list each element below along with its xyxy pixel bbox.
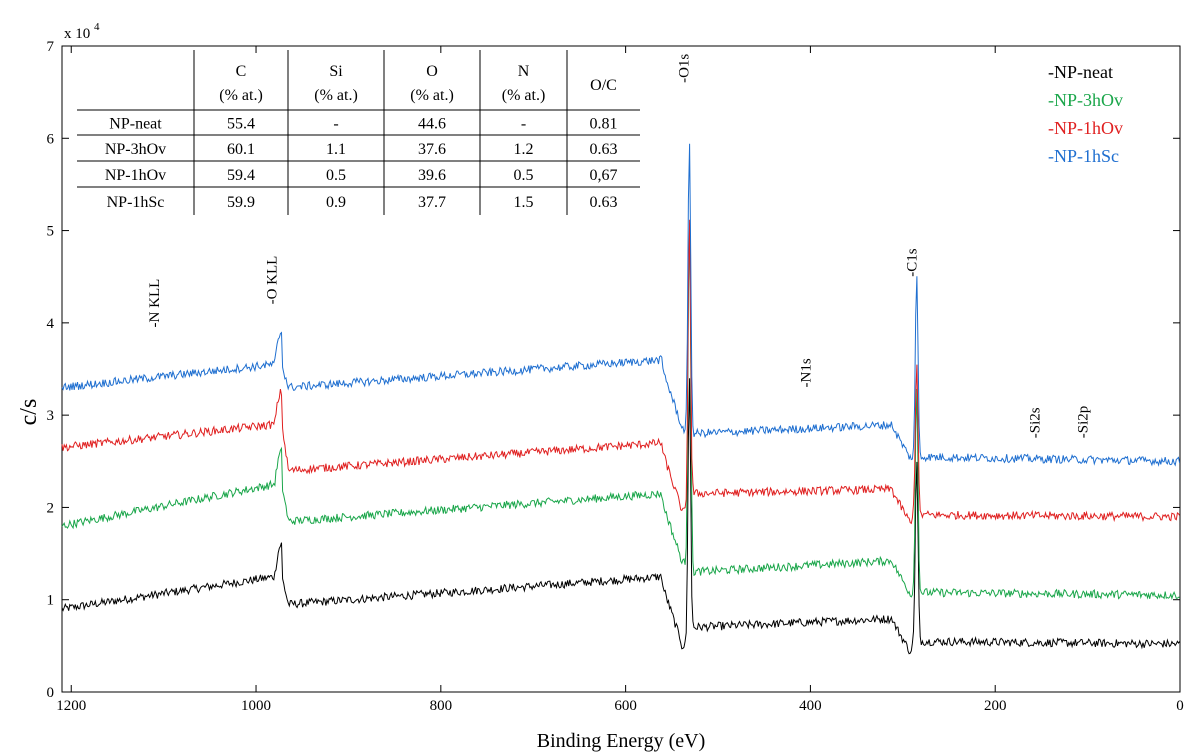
y-multiplier-exponent: 4 — [94, 21, 100, 33]
table-cell: 0.9 — [326, 194, 346, 211]
x-tick-label: 200 — [984, 698, 1007, 714]
y-tick-label: 3 — [47, 408, 55, 424]
x-tick-label: 1000 — [241, 698, 271, 714]
table-cell: 37.7 — [418, 194, 446, 211]
table-cell: 0.63 — [590, 194, 618, 211]
table-cell: 59.9 — [227, 194, 255, 211]
legend-entry: -NP-1hSc — [1048, 146, 1119, 166]
table-row-label: NP-1hOv — [105, 167, 166, 184]
series-line-1 — [61, 378, 1180, 655]
table-cell: 1.2 — [514, 141, 534, 158]
x-tick-label: 800 — [430, 698, 453, 714]
peak-annotation: -Si2p — [1076, 406, 1092, 439]
legend-entry: -NP-3hOv — [1048, 90, 1123, 110]
table-cell: 44.6 — [418, 116, 446, 133]
table-row-label: NP-neat — [109, 116, 162, 133]
table-cell: 1.5 — [514, 194, 534, 211]
x-tick-label: 0 — [1176, 698, 1184, 714]
peak-annotation: -O KLL — [264, 256, 280, 305]
series-layer — [61, 143, 1181, 655]
peak-annotation: -N1s — [798, 358, 814, 387]
x-tick-label: 1200 — [56, 698, 86, 714]
table-header: O/C — [590, 77, 617, 94]
table-header-unit: (% at.) — [219, 87, 263, 104]
y-tick-label: 2 — [47, 500, 55, 516]
x-tick-label: 400 — [799, 698, 822, 714]
table-cell: 60.1 — [227, 141, 255, 158]
composition-table: C (% at.) Si (% at.) O (% at.) N (% at.) O/C NP-n… — [77, 50, 640, 215]
x-tick-label: 600 — [614, 698, 637, 714]
table-cell: 1.1 — [326, 141, 346, 158]
plot-frame — [61, 45, 1181, 693]
legend-entry: -NP-1hOv — [1048, 118, 1123, 138]
y-axis-title: c/s — [16, 399, 42, 426]
table-cell: 0.5 — [326, 167, 346, 184]
peak-annotation: -C1s — [905, 248, 921, 277]
table-cell: 0.5 — [514, 167, 534, 184]
peak-annotation: -Si2s — [1028, 407, 1044, 438]
table-cell: 39.6 — [418, 167, 446, 184]
table-header: N — [518, 63, 530, 80]
y-tick-label: 6 — [47, 131, 55, 147]
peak-annotation: -N KLL — [147, 279, 163, 328]
table-cell: 0.63 — [590, 141, 618, 158]
axis-ticks: 1200 1000 800 600 400 200 0 0 1 2 3 4 5 6 7 — [47, 39, 1184, 714]
table-cell: - — [521, 116, 526, 133]
y-tick-label: 7 — [47, 39, 55, 55]
y-tick-label: 4 — [47, 316, 55, 332]
table-cell: 55.4 — [227, 116, 255, 133]
table-cell: 0,67 — [590, 167, 618, 184]
series-line-4 — [61, 143, 1181, 467]
table-cell: 59.4 — [227, 167, 255, 184]
table-header: O — [426, 63, 438, 80]
table-cell: - — [333, 116, 338, 133]
table-row-label: NP-3hOv — [105, 141, 166, 158]
table-header-unit: (% at.) — [314, 87, 358, 104]
peak-annotation: -O1s — [676, 54, 692, 83]
legend-entry: -NP-neat — [1048, 62, 1113, 82]
y-tick-label: 0 — [47, 685, 55, 701]
legend: -NP-neat -NP-3hOv -NP-1hOv -NP-1hSc — [1048, 62, 1123, 166]
x-axis-title: Binding Energy (eV) — [537, 730, 706, 752]
y-multiplier: x 10 — [64, 26, 90, 42]
table-header-unit: (% at.) — [410, 87, 454, 104]
table-cell: 0.81 — [590, 116, 618, 133]
table-row-label: NP-1hSc — [107, 194, 165, 211]
table-header: C — [236, 63, 247, 80]
table-header-unit: (% at.) — [502, 87, 546, 104]
table-header: Si — [329, 63, 343, 80]
table-cell: 37.6 — [418, 141, 446, 158]
series-line-3 — [61, 219, 1181, 525]
y-tick-label: 1 — [47, 593, 55, 609]
series-line-2 — [61, 223, 1180, 601]
y-tick-label: 5 — [47, 224, 55, 240]
peak-annotations: -N KLL -O KLL -O1s -N1s -C1s -Si2s -Si2p — [147, 54, 1092, 439]
